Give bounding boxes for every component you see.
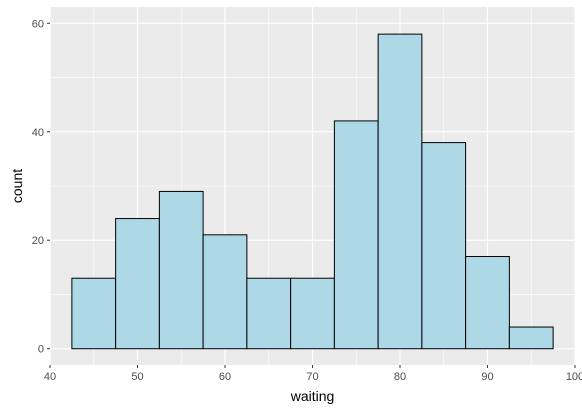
histogram-bar [202,234,248,350]
histogram-bar [158,190,204,350]
x-tick-label: 60 [219,371,231,383]
histogram-bar [421,142,467,350]
x-tick-label: 50 [131,371,143,383]
x-tick-label: 80 [394,371,406,383]
x-tick-label: 70 [306,371,318,383]
x-tick-label: 40 [44,371,56,383]
histogram-bars [71,33,554,350]
y-tick-label: 60 [32,18,44,30]
x-tick-label: 100 [566,371,582,383]
histogram-bar [246,277,292,350]
x-axis-title: waiting [290,388,335,404]
y-tick-label: 0 [38,344,44,356]
x-axis-ticks: 40 50 60 70 80 90 100 [44,365,582,383]
y-tick-label: 40 [32,127,44,139]
y-tick-label: 20 [32,235,44,247]
y-axis-ticks: 0 20 40 60 [32,18,50,356]
y-axis-title: count [9,169,25,203]
histogram-bar [115,218,160,350]
histogram-bar [290,277,335,350]
histogram-bar [377,33,423,350]
x-tick-label: 90 [481,371,493,383]
histogram-bar [508,326,554,350]
histogram-bar [333,120,379,350]
histogram-bar [465,256,510,350]
histogram-bar [71,277,117,350]
